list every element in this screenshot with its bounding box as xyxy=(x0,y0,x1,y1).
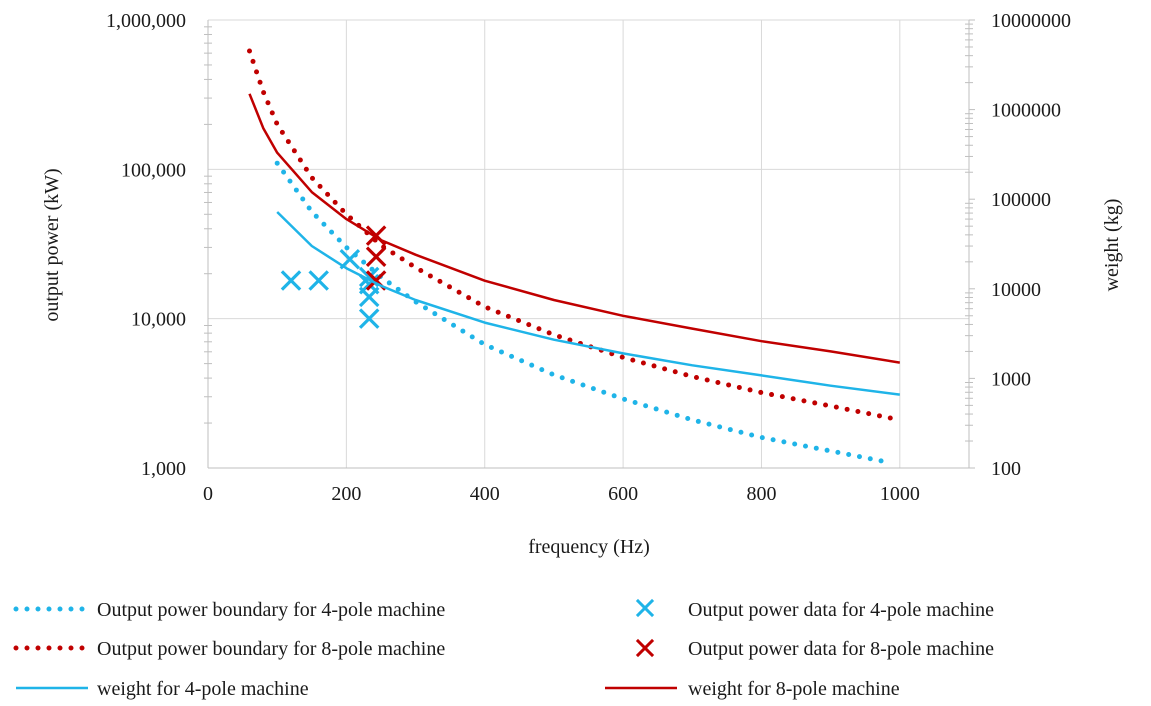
legend-marker-8pole-data xyxy=(635,638,655,658)
legend-label-4pole-data: Output power data for 4-pole machine xyxy=(688,599,994,621)
series-3-point-stroke xyxy=(365,246,387,267)
series-2-point-stroke xyxy=(339,248,361,270)
series-2-point-stroke xyxy=(358,266,380,288)
legend-label-8pole-data: Output power data for 8-pole machine xyxy=(688,638,994,660)
x-tick-label: 400 xyxy=(470,483,500,505)
legend-item-4pole-data: Output power data for 4-pole machine xyxy=(635,598,994,621)
y2-tick-label: 1000 xyxy=(991,368,1031,390)
tick-layer: 0 200 400 600 800 1000 1,000 10,000 100,000 1,000… xyxy=(106,10,1071,505)
series-2-point xyxy=(339,248,361,270)
legend-label-8pole-boundary: Output power boundary for 8-pole machine xyxy=(97,638,445,660)
x-tick-label: 1000 xyxy=(880,483,920,505)
y2-tick-label: 1000000 xyxy=(991,100,1061,122)
y2-axis-title: weight (kg) xyxy=(1101,199,1123,292)
x-tick-label: 800 xyxy=(746,483,776,505)
series-2-point-stroke xyxy=(358,308,380,329)
series-2-point xyxy=(358,308,380,329)
grid xyxy=(207,19,969,469)
series-2-point xyxy=(358,286,380,308)
legend: Output power boundary for 4-pole machine… xyxy=(13,598,994,700)
y-tick-label: 1,000 xyxy=(141,458,186,480)
y2-tick-label: 100000 xyxy=(991,189,1051,211)
series-3-point-stroke xyxy=(365,225,387,246)
legend-label-8pole-weight: weight for 8-pole machine xyxy=(688,678,900,700)
series-2-point xyxy=(280,270,302,291)
x-tick-label: 0 xyxy=(203,483,213,505)
y2-tick-label: 100 xyxy=(991,458,1021,480)
x-tick-label: 600 xyxy=(608,483,638,505)
legend-item-4pole-boundary: Output power boundary for 4-pole machine xyxy=(13,599,445,621)
legend-label-4pole-boundary: Output power boundary for 4-pole machine xyxy=(97,599,445,621)
y-tick-label: 10,000 xyxy=(131,309,186,331)
y-tick-label: 100,000 xyxy=(121,159,186,181)
x-axis-title: frequency (Hz) xyxy=(528,536,650,558)
y2-tick-label: 10000000 xyxy=(991,10,1071,32)
legend-label-4pole-weight: weight for 4-pole machine xyxy=(97,678,309,700)
series-1-line xyxy=(247,48,903,423)
x-tick-label: 200 xyxy=(331,483,361,505)
series-2-point-stroke xyxy=(358,286,380,308)
legend-item-8pole-data: Output power data for 8-pole machine xyxy=(635,638,994,660)
y-axis-title: output power (kW) xyxy=(41,168,63,321)
y-tick-label: 1,000,000 xyxy=(106,10,186,32)
legend-item-8pole-weight: weight for 8-pole machine xyxy=(605,678,900,700)
legend-marker-4pole-data xyxy=(635,598,655,618)
series-2-point-stroke xyxy=(280,270,302,291)
series-4-line xyxy=(276,211,900,396)
series-2-point xyxy=(308,270,329,291)
series-3-point xyxy=(365,246,387,267)
series-5-line xyxy=(248,93,900,364)
series-3-point-stroke xyxy=(365,270,387,291)
legend-item-8pole-boundary: Output power boundary for 8-pole machine xyxy=(13,638,445,660)
legend-item-4pole-weight: weight for 4-pole machine xyxy=(16,678,309,700)
series-0-line xyxy=(274,160,889,465)
series-2-point-stroke xyxy=(308,270,329,291)
series-layer xyxy=(247,48,903,465)
y2-tick-label: 10000 xyxy=(991,279,1041,301)
plot-frame xyxy=(207,20,970,469)
